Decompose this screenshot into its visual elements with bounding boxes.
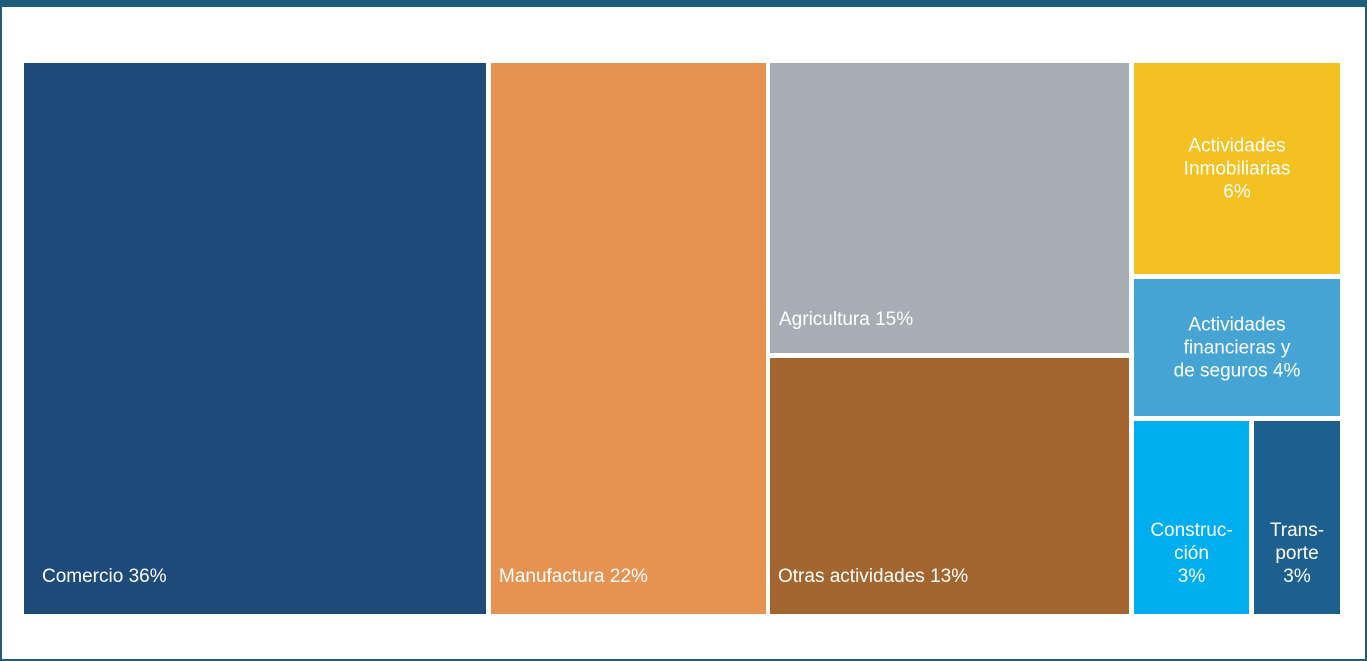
tile-agricultura-label: Agricultura 15% (779, 309, 914, 330)
tile-actividades-financieras: Actividades financieras y de seguros 4% (1134, 279, 1340, 416)
tile-construccion-label: Construc- ción 3% (1150, 520, 1233, 587)
tile-actividades-inmobiliarias: Actividades Inmobiliarias 6% (1134, 63, 1340, 274)
tile-transporte-label: Trans- porte 3% (1269, 520, 1325, 587)
tile-otras-actividades-label: Otras actividades 13% (778, 566, 969, 587)
tile-agricultura: Agricultura 15% (770, 63, 1129, 353)
tile-actividades-inmobiliarias-label: Actividades Inmobiliarias 6% (1183, 135, 1291, 202)
tile-comercio-label: Comercio 36% (42, 566, 167, 587)
tile-otras-actividades: Otras actividades 13% (770, 358, 1129, 614)
tile-comercio: Comercio 36% (24, 63, 486, 614)
tile-actividades-financieras-label: Actividades financieras y de seguros 4% (1173, 314, 1301, 381)
tile-manufactura: Manufactura 22% (491, 63, 766, 614)
tile-transporte: Trans- porte 3% (1254, 421, 1340, 614)
tile-construccion: Construc- ción 3% (1134, 421, 1249, 614)
tile-manufactura-label: Manufactura 22% (499, 566, 648, 587)
